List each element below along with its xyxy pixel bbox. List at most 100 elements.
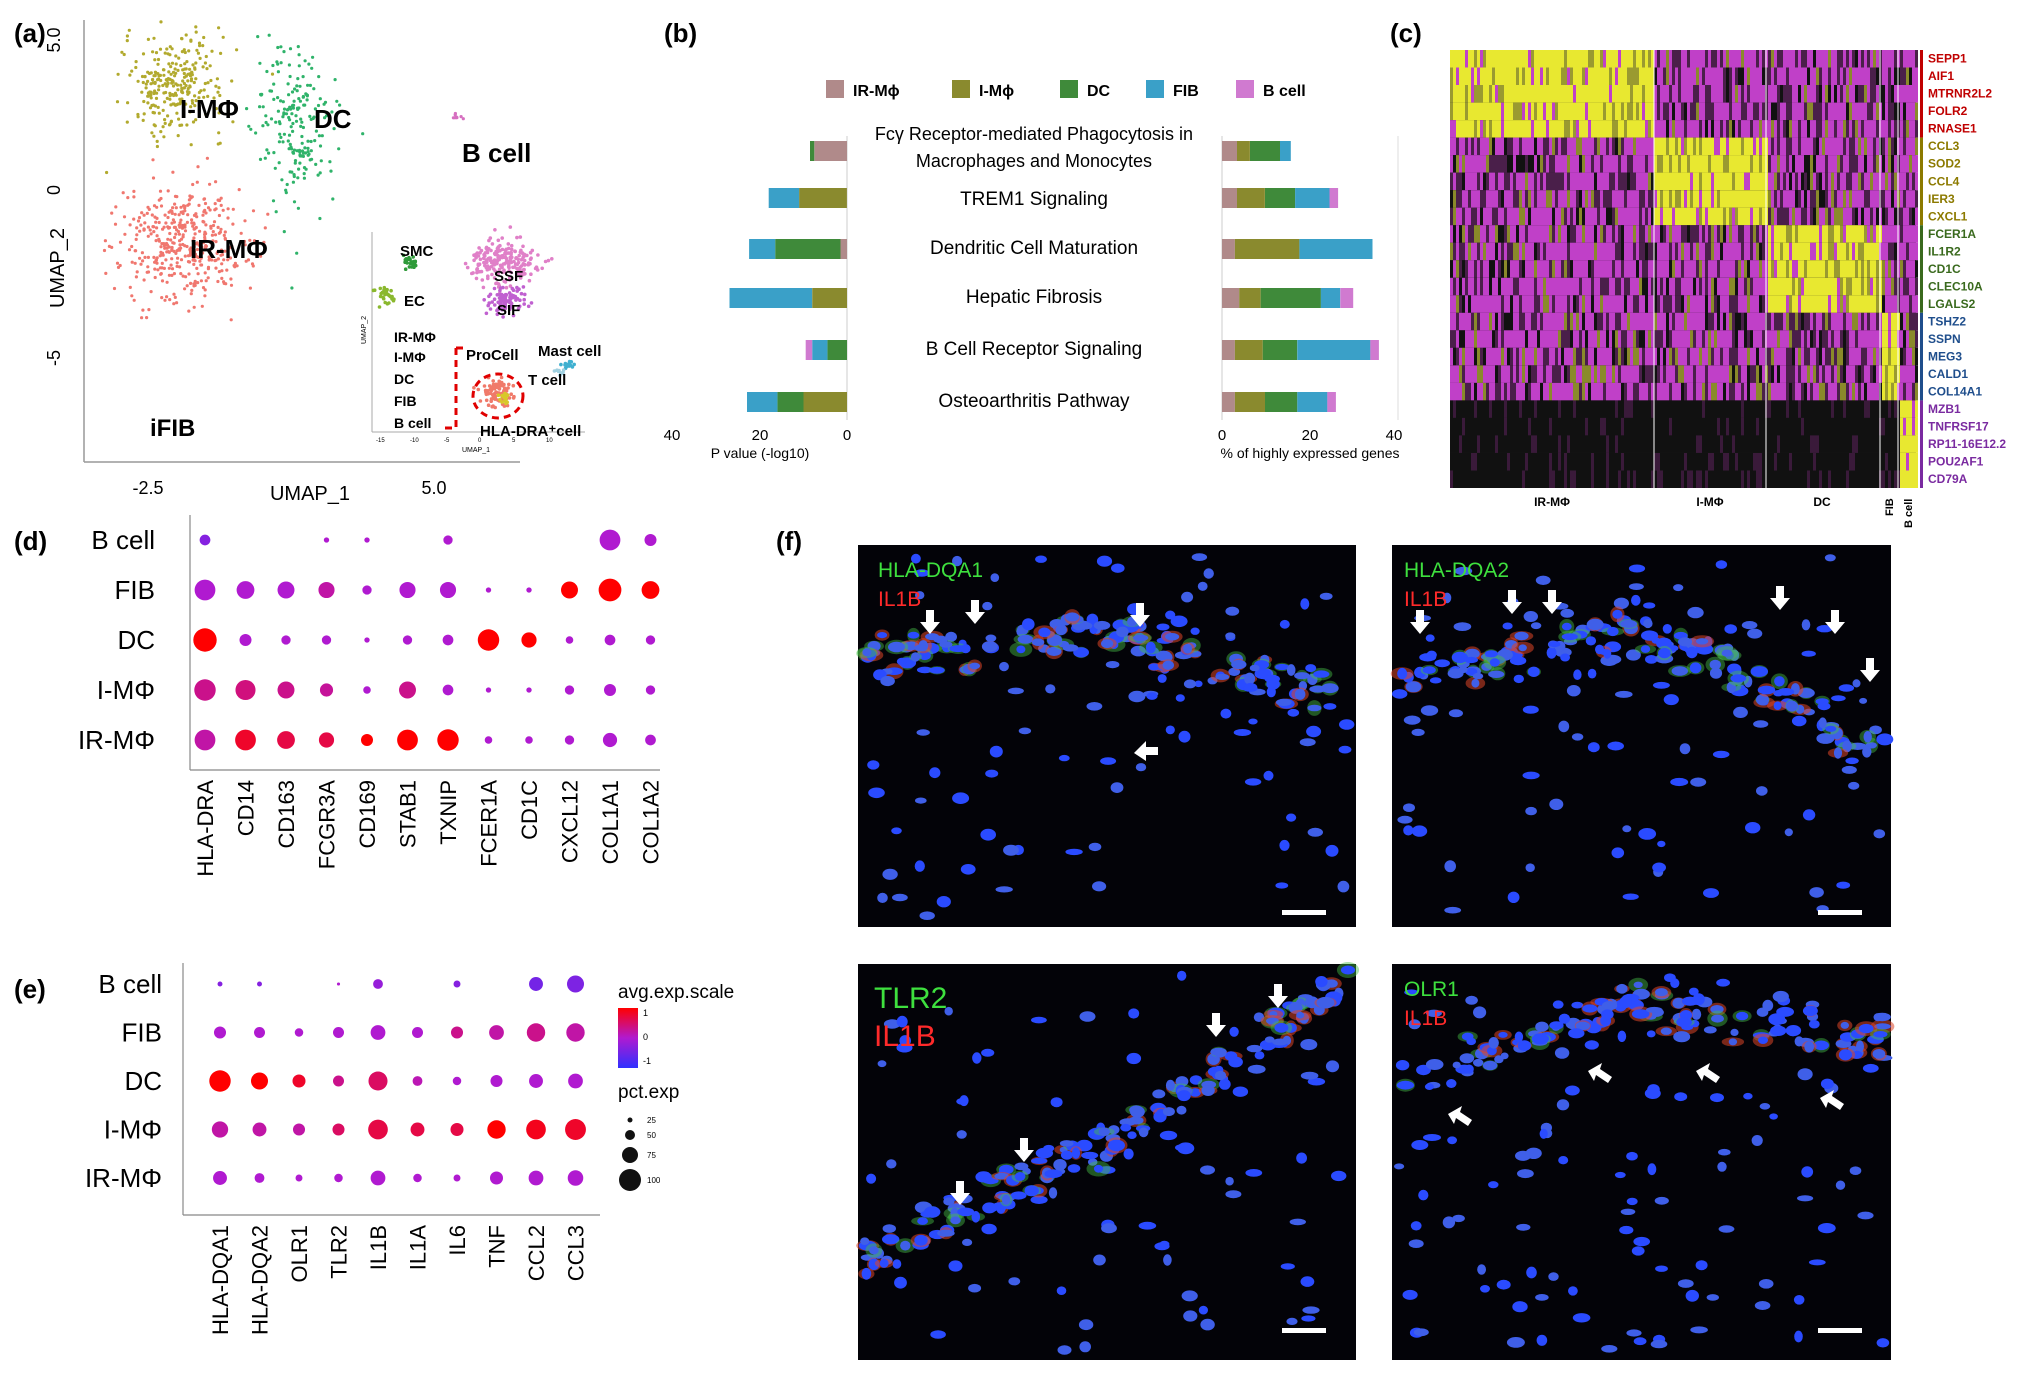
heatmap-cell [1723, 172, 1726, 191]
heatmap-cell [1537, 137, 1540, 156]
inset-point [563, 361, 568, 366]
heatmap-cell [1885, 67, 1888, 85]
heatmap-cell [1912, 277, 1915, 296]
heatmap-cell [1906, 172, 1909, 191]
heatmap-cell [1558, 137, 1561, 156]
umap-point [165, 295, 169, 299]
heatmap-cell [1705, 190, 1708, 208]
heatmap-cell [1639, 102, 1642, 121]
umap-point [174, 62, 178, 66]
heatmap-cell [1597, 365, 1600, 383]
heatmap-cell [1501, 277, 1504, 296]
heatmap-cell [1795, 382, 1798, 401]
heatmap-cell [1480, 330, 1483, 348]
heatmap-cell [1468, 50, 1471, 68]
heatmap-cell [1675, 330, 1678, 348]
heatmap-cell [1723, 417, 1726, 436]
heatmap-cell [1744, 50, 1747, 68]
heatmap-cell [1555, 172, 1558, 191]
heatmap-cell [1705, 400, 1708, 418]
heatmap-cell [1903, 330, 1906, 348]
heatmap-cell [1555, 137, 1558, 156]
heatmap-cell [1693, 365, 1696, 383]
heatmap-cell [1900, 330, 1903, 348]
heatmap-cell [1693, 295, 1696, 313]
heatmap-cell [1759, 365, 1762, 383]
heatmap-cell [1861, 155, 1864, 173]
umap-point [166, 189, 170, 193]
heatmap-cell [1801, 207, 1804, 226]
heatmap-cell [1720, 207, 1723, 226]
heatmap-cell [1609, 155, 1612, 173]
heatmap-cell [1816, 382, 1819, 401]
umap-point [305, 98, 309, 102]
heatmap-cell [1789, 190, 1792, 208]
heatmap-cell [1843, 347, 1846, 366]
heatmap-cell [1483, 330, 1486, 348]
heatmap-cell [1552, 260, 1555, 278]
heatmap-cell [1543, 85, 1546, 103]
heatmap-cell [1618, 207, 1621, 226]
umap-point [217, 270, 221, 274]
heatmap-cell [1891, 50, 1894, 68]
heatmap-cell [1606, 172, 1609, 191]
heatmap-cell [1645, 330, 1648, 348]
heatmap-cell [1582, 347, 1585, 366]
b-right-bar [1260, 288, 1321, 308]
heatmap-cell [1648, 155, 1651, 173]
inset-point [543, 259, 548, 264]
heatmap-cell [1777, 172, 1780, 191]
heatmap-cell [1507, 435, 1510, 453]
heatmap-cell [1522, 50, 1525, 68]
heatmap-cell [1726, 277, 1729, 296]
heatmap-cell [1483, 207, 1486, 226]
heatmap-cell [1498, 172, 1501, 191]
heatmap-cell [1567, 312, 1570, 331]
umap-point [115, 261, 120, 265]
heatmap-cell [1759, 382, 1762, 401]
heatmap-cell [1495, 207, 1498, 226]
heatmap-cell [1666, 225, 1669, 243]
heatmap-cell [1828, 417, 1831, 436]
heatmap-cell [1471, 435, 1474, 453]
heatmap-cell [1483, 277, 1486, 296]
heatmap-cell [1891, 172, 1894, 191]
heatmap-cell [1639, 207, 1642, 226]
heatmap-cell [1543, 435, 1546, 453]
heatmap-cell [1738, 400, 1741, 418]
heatmap-cell [1483, 365, 1486, 383]
heatmap-cell [1588, 137, 1591, 156]
heatmap-cell [1720, 102, 1723, 121]
umap-point [252, 239, 257, 243]
umap-point [186, 79, 190, 83]
heatmap-cell [1564, 172, 1567, 191]
heatmap-cell [1840, 207, 1843, 226]
umap-point [182, 204, 186, 208]
heatmap-cell [1834, 120, 1837, 138]
umap-point [193, 282, 197, 286]
umap-point [216, 198, 220, 202]
heatmap-cell [1501, 190, 1504, 208]
umap-point [188, 84, 192, 88]
heatmap-cell [1633, 85, 1636, 103]
heatmap-cell [1513, 67, 1516, 85]
inset-point [463, 261, 468, 266]
umap-point [134, 275, 138, 279]
heatmap-cell [1558, 67, 1561, 85]
heatmap-cell [1702, 347, 1705, 366]
inset-point [516, 257, 520, 262]
umap-point [291, 150, 295, 154]
heatmap-cell [1753, 172, 1756, 191]
heatmap-cell [1507, 67, 1510, 85]
umap-point [284, 112, 289, 116]
umap-point [301, 154, 305, 158]
heatmap-cell [1474, 137, 1477, 156]
heatmap-cell [1768, 67, 1771, 85]
heatmap-cell [1507, 120, 1510, 138]
heatmap-cell [1510, 435, 1513, 453]
heatmap-cell [1459, 295, 1462, 313]
heatmap-cell [1729, 400, 1732, 418]
heatmap-cell [1735, 365, 1738, 383]
heatmap-cell [1546, 382, 1549, 401]
heatmap-cell [1489, 155, 1492, 173]
